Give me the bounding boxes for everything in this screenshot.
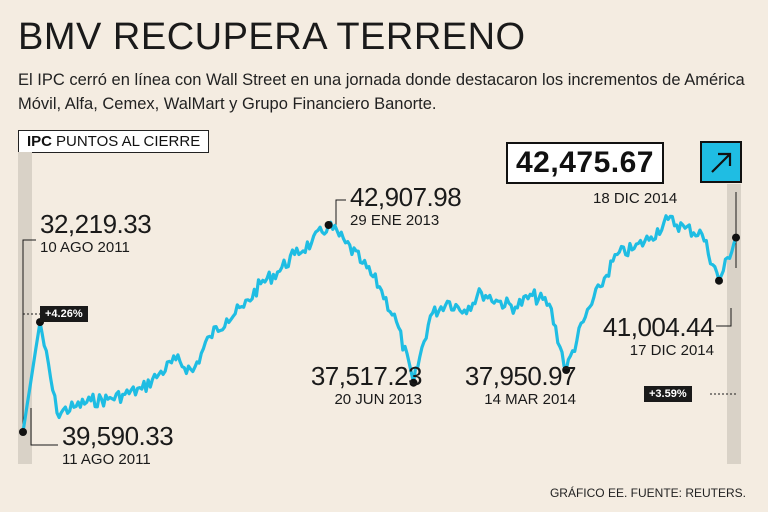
low-2013-value: 37,517.23 [310, 361, 423, 391]
point-prev-close [715, 276, 723, 285]
point-first-close [19, 428, 27, 436]
end-change-badge: +3.59% [644, 386, 692, 402]
first-close-date: 10 AGO 2011 [40, 239, 130, 256]
low-2014-date: 14 MAR 2014 [484, 391, 576, 408]
chart-subtitle: El IPC cerró en línea con Wall Street en… [18, 71, 745, 113]
peak-annotation: 42,907.98 29 ENE 2013 [350, 182, 462, 231]
prev-close-value: 41,004.44 [602, 312, 715, 342]
end-period-band [727, 184, 741, 464]
start-period-band [18, 152, 32, 464]
prev-close-date: 17 DIC 2014 [629, 342, 714, 359]
series-label-text: PUNTOS AL CIERRE [56, 133, 201, 150]
point-latest [732, 233, 740, 242]
start-change-badge: +4.26% [40, 306, 88, 322]
ipc-series-line [21, 214, 738, 434]
point-low-2014 [562, 366, 571, 374]
low-2013-annotation: 37,517.23 20 JUN 2013 [300, 361, 423, 410]
leader-prev-close [716, 308, 732, 327]
series-label-bold: IPC [27, 133, 53, 150]
latest-value-box: 42,475.67 [506, 142, 664, 184]
arrow-up-right-icon [700, 141, 742, 183]
latest-date: 18 DIC 2014 [593, 190, 678, 207]
chart-title: BMV RECUPERA TERRENO [18, 16, 526, 58]
prev-close-annotation: 41,004.44 17 DIC 2014 [590, 312, 715, 361]
second-close-date: 11 AGO 2011 [62, 451, 151, 468]
low-2013-date: 20 JUN 2013 [334, 391, 422, 408]
leader-lines [22, 192, 737, 446]
source-footer: GRÁFICO EE. FUENTE: REUTERS. [549, 486, 746, 500]
point-peak [324, 221, 333, 229]
series-label: IPC PUNTOS AL CIERRE [18, 130, 210, 153]
low-2014-value: 37,950.97 [464, 361, 577, 391]
point-low-2013 [409, 378, 418, 387]
leader-peak [335, 199, 346, 227]
low-2014-annotation: 37,950.97 14 MAR 2014 [452, 361, 577, 410]
peak-date: 29 ENE 2013 [350, 212, 440, 229]
leader-first-close [22, 239, 36, 427]
second-close-annotation: 39,590.33 11 AGO 2011 [62, 421, 174, 470]
peak-value: 42,907.98 [350, 182, 462, 212]
first-close-value: 32,219.33 [40, 209, 152, 239]
leader-second-close [30, 408, 58, 446]
first-close-annotation: 32,219.33 10 AGO 2011 [40, 209, 152, 258]
second-close-value: 39,590.33 [62, 421, 174, 451]
